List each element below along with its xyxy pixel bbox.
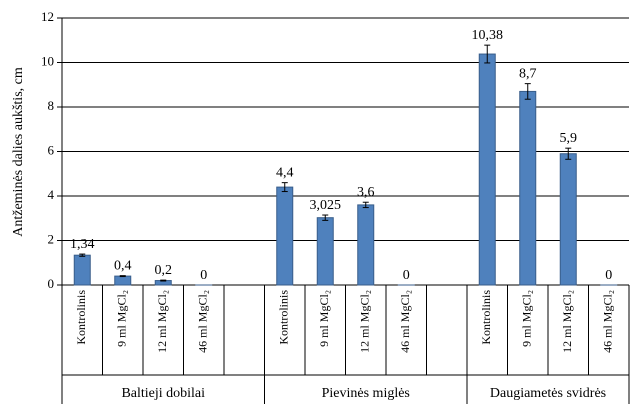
y-tick-label: 10 xyxy=(41,53,54,68)
value-label: 0 xyxy=(403,268,410,283)
x-tick-label: 46 ml MgCl₂ xyxy=(196,290,210,353)
bar xyxy=(478,53,496,286)
x-tick-label: Kontrolinis xyxy=(74,290,88,345)
value-label: 0 xyxy=(605,268,612,283)
y-tick-label: 2 xyxy=(48,231,55,246)
y-tick-label: 4 xyxy=(48,187,55,202)
group-label: Pievinės miglės xyxy=(322,386,410,401)
value-label: 8,7 xyxy=(519,67,537,82)
value-label: 3,6 xyxy=(357,185,375,200)
value-label: 1,34 xyxy=(70,237,95,252)
x-tick-label: 12 ml MgCl₂ xyxy=(358,290,372,353)
bar xyxy=(559,153,577,286)
y-tick-label: 6 xyxy=(48,142,55,157)
bar xyxy=(316,217,334,286)
x-tick-label: 12 ml MgCl₂ xyxy=(560,290,574,353)
value-label: 10,38 xyxy=(472,28,504,43)
x-tick-label: 9 ml MgCl₂ xyxy=(317,290,331,347)
y-tick-label: 12 xyxy=(41,9,54,24)
value-label: 0 xyxy=(200,268,207,283)
value-label: 0,4 xyxy=(114,259,132,274)
x-tick-label: 9 ml MgCl₂ xyxy=(115,290,129,347)
y-axis-label: Antžeminės dalies aukštis, cm xyxy=(11,67,26,237)
value-label: 5,9 xyxy=(560,131,578,146)
bar xyxy=(519,90,537,286)
y-tick-label: 0 xyxy=(48,276,55,291)
group-label: Baltieji dobilai xyxy=(121,386,205,401)
value-label: 3,025 xyxy=(310,198,342,213)
bar xyxy=(276,186,294,286)
bar xyxy=(114,275,132,286)
value-label: 0,2 xyxy=(155,263,173,278)
x-tick-label: 46 ml MgCl₂ xyxy=(398,290,412,353)
bar xyxy=(73,254,91,286)
x-tick-label: 9 ml MgCl₂ xyxy=(520,290,534,347)
x-tick-label: Kontrolinis xyxy=(277,290,291,345)
x-tick-label: 46 ml MgCl₂ xyxy=(601,290,615,353)
y-tick-label: 8 xyxy=(48,98,55,113)
value-label: 4,4 xyxy=(276,166,294,181)
x-tick-label: Kontrolinis xyxy=(479,290,493,345)
x-tick-label: 12 ml MgCl₂ xyxy=(155,290,169,353)
bar xyxy=(357,204,375,286)
group-label: Daugiametės svidrės xyxy=(490,386,606,401)
